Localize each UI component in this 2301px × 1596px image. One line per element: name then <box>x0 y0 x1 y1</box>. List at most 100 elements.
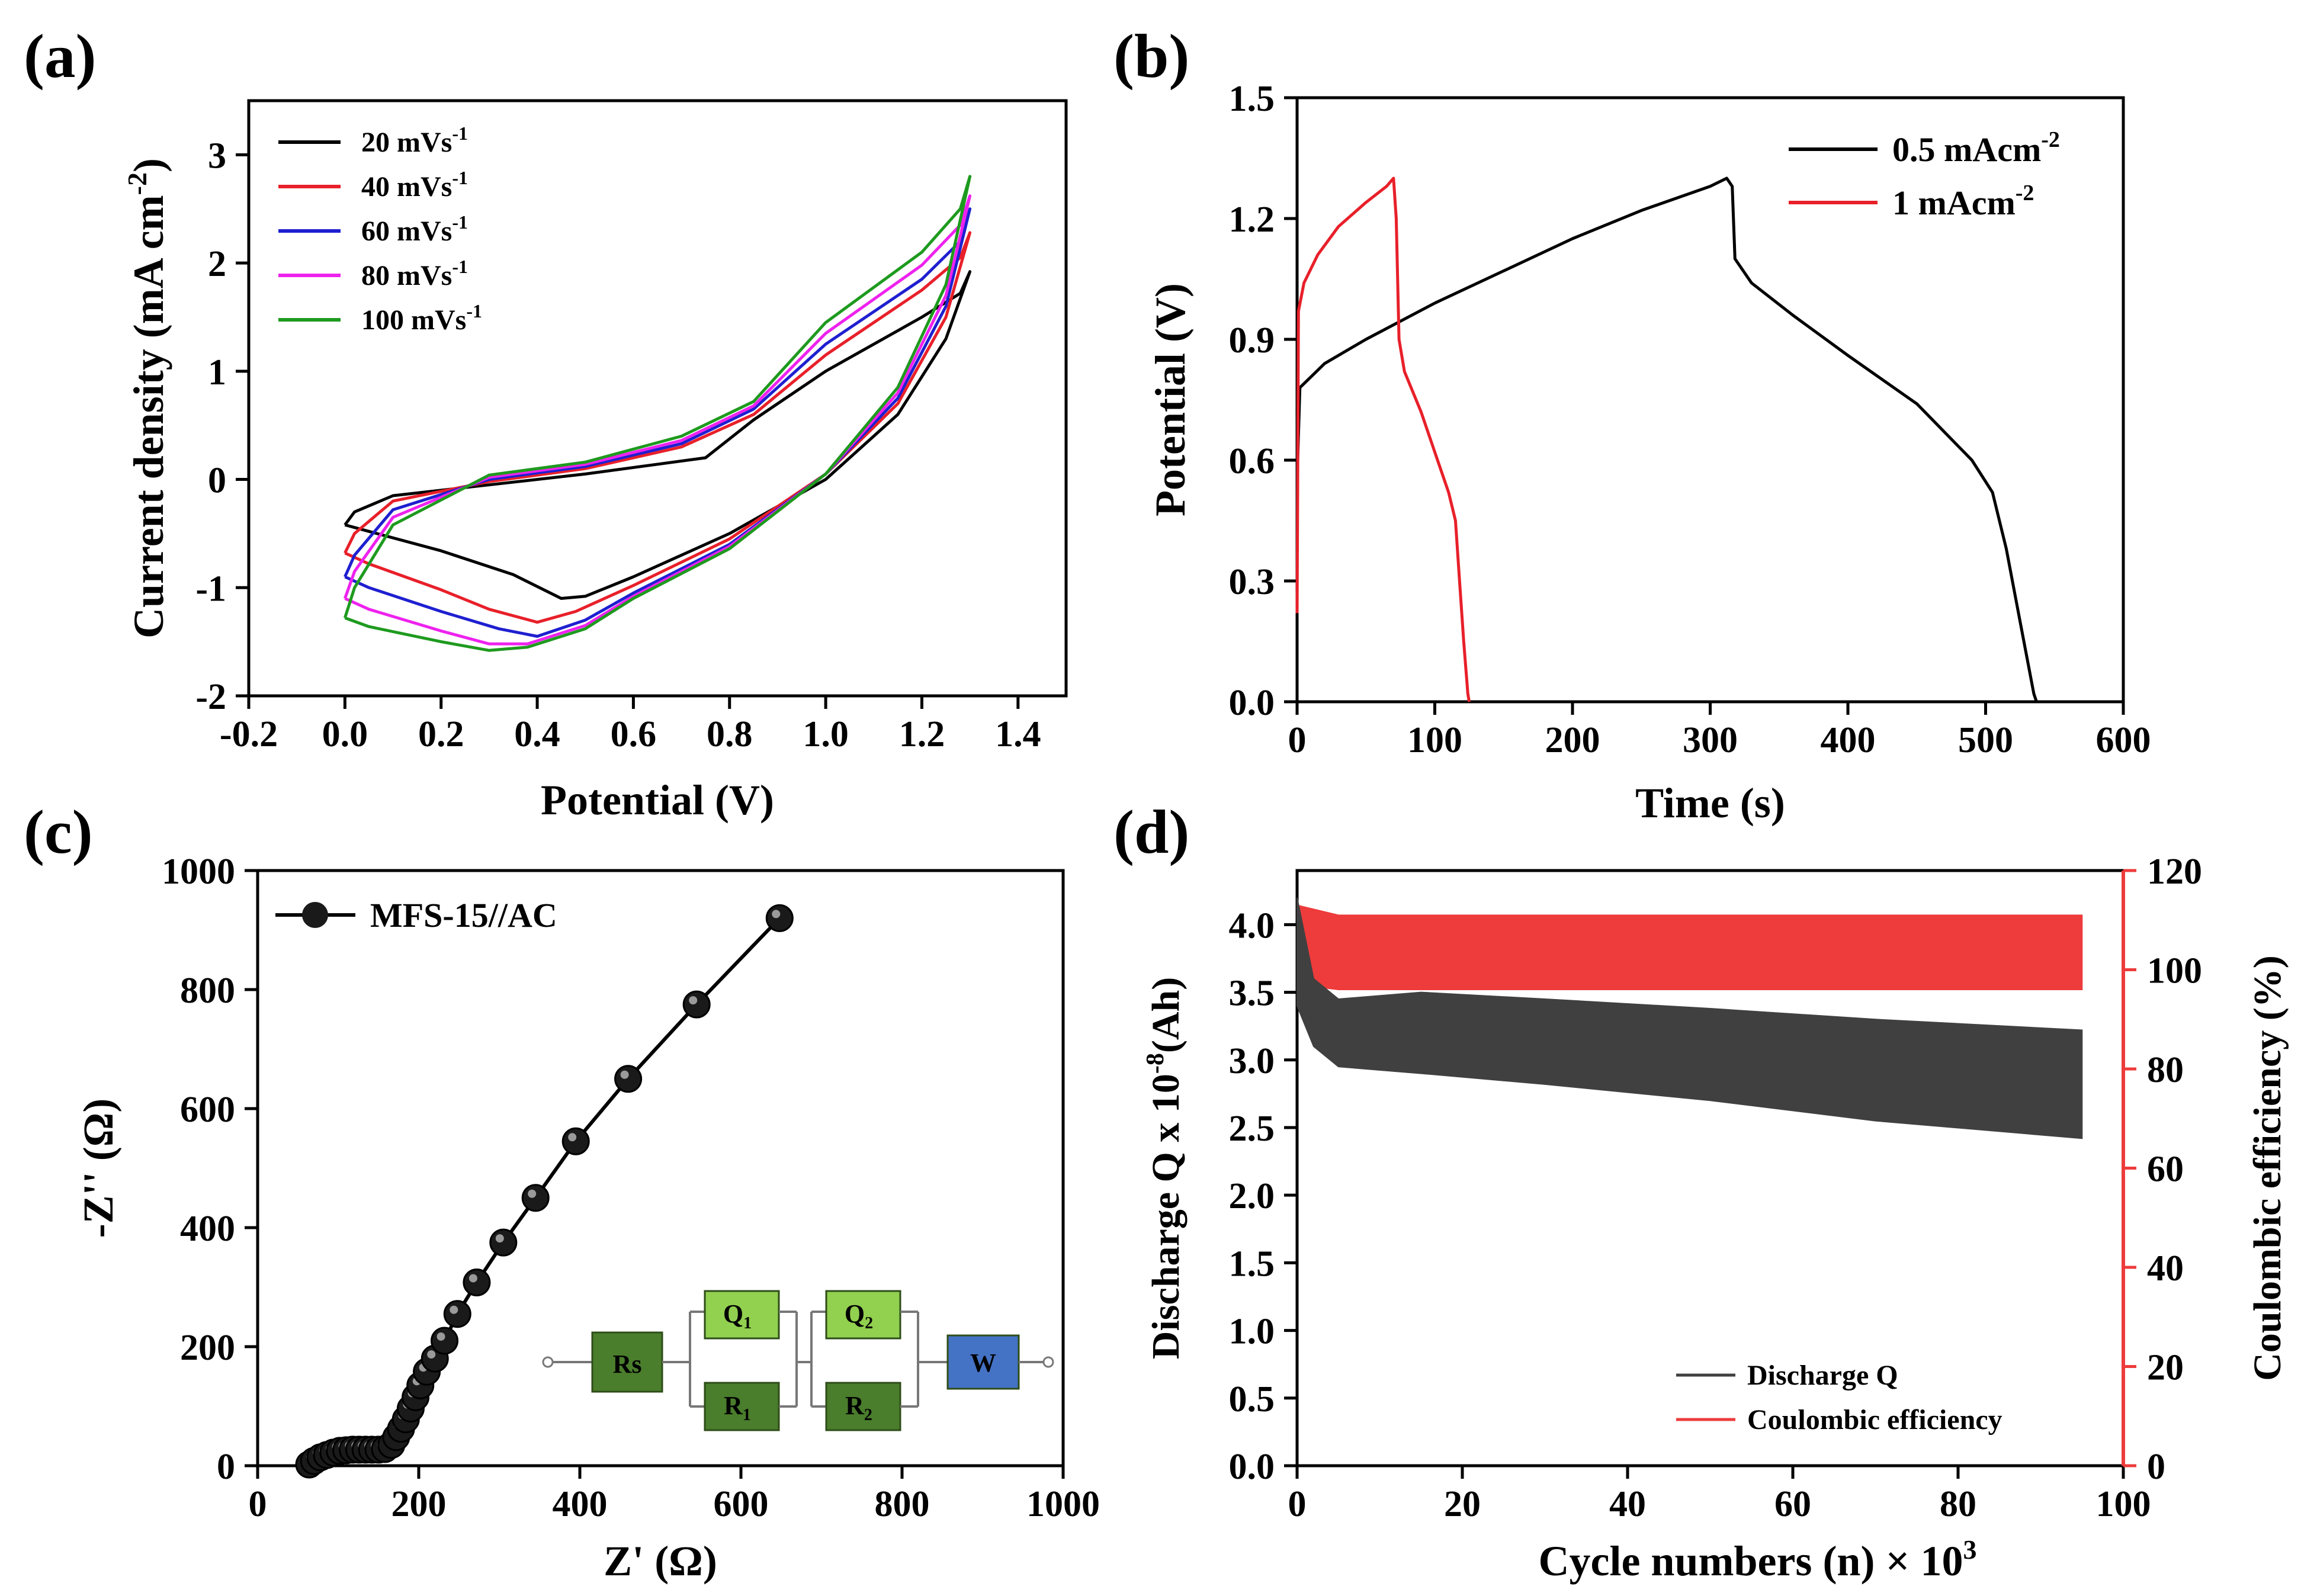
y-tick-label: 600 <box>180 1090 235 1130</box>
cv-curve <box>344 231 972 624</box>
panel-b: (b) 0 100 200 300 400 500 600 0.0 0.3 0.6 0.9 1.2 1.5… <box>1113 21 2151 827</box>
y-tick-label: 800 <box>180 971 235 1011</box>
y-tick-label: 200 <box>180 1328 235 1368</box>
y-right-tick-label: 20 <box>2147 1348 2184 1388</box>
nyquist-point <box>431 1327 459 1355</box>
nyquist-point <box>561 1127 590 1155</box>
circuit-label: R1 <box>724 1391 751 1424</box>
circuit-label: Rs <box>613 1350 642 1379</box>
x-tick-label: 20 <box>1444 1484 1481 1524</box>
x-tick-label: 40 <box>1609 1484 1646 1524</box>
nyquist-point-highlight <box>450 1305 458 1314</box>
y-tick-label: 1.5 <box>1229 1244 1275 1284</box>
y-tick-label: 0.3 <box>1229 562 1275 602</box>
legend-label: 80 mVs-1 <box>361 256 468 291</box>
panel-d: (d) 0 20 40 60 80 100 0.0 0.5 1.0 1.5 2.0 2.5 3.0 3.5 4… <box>1113 797 2289 1585</box>
legend-label: 100 mVs-1 <box>361 300 482 336</box>
y-axis-label: -Z'' (Ω) <box>75 1099 122 1238</box>
nyquist-point-highlight <box>568 1133 577 1142</box>
x-tick-label: 1000 <box>1026 1484 1100 1524</box>
panel-a: (a) -0.2 0.0 0.2 0.4 0.6 0.8 1.0 1.2 1.4 -2 -1 0 1 2 3 2… <box>24 21 1068 824</box>
x-axis-label: Potential (V) <box>541 776 774 824</box>
y-tick-label: 1 <box>208 352 226 393</box>
x-tick-label: -0.2 <box>220 714 278 754</box>
y-tick-label: 2.0 <box>1229 1176 1275 1216</box>
y-tick-label: 1.5 <box>1229 79 1275 119</box>
nyquist-point-highlight <box>427 1350 436 1359</box>
panel-c: (c) 0 200 400 600 800 1000 0 200 400 600 800 1000 MFS… <box>24 797 1100 1585</box>
nyquist-point-highlight <box>437 1332 445 1341</box>
x-axis-label: Z' (Ω) <box>604 1537 717 1585</box>
plot-frame <box>256 869 1065 1467</box>
cv-curve <box>344 175 972 652</box>
x-axis-label: Time (s) <box>1635 779 1785 827</box>
y-tick-label: 0.0 <box>1229 683 1275 723</box>
circuit-terminal <box>542 1356 554 1368</box>
x-tick-label: 1.4 <box>995 714 1041 754</box>
circuit-label: Q2 <box>845 1299 873 1332</box>
x-tick-label: 100 <box>2096 1484 2151 1524</box>
y-right-tick-label: 120 <box>2147 852 2202 892</box>
legend-label: MFS-15//AC <box>370 896 557 935</box>
nyquist-point-highlight <box>528 1189 537 1198</box>
panel-label: (b) <box>1113 21 1189 91</box>
x-tick-label: 0.6 <box>611 714 657 754</box>
y-tick-label: 1.2 <box>1229 200 1275 240</box>
y-tick-label: 3.0 <box>1229 1041 1275 1081</box>
x-tick-label: 0 <box>249 1484 267 1524</box>
y-tick-label: 400 <box>180 1209 235 1249</box>
x-tick-label: 200 <box>1545 720 1600 760</box>
x-tick-label: 300 <box>1683 720 1738 760</box>
plot-frame <box>247 99 1068 698</box>
x-tick-label: 80 <box>1940 1484 1976 1524</box>
nyquist-point <box>443 1300 471 1328</box>
y-right-tick-label: 60 <box>2147 1149 2184 1190</box>
nyquist-point <box>765 904 794 932</box>
y-tick-label: 3.5 <box>1229 974 1275 1014</box>
circuit-q1 <box>704 1290 780 1340</box>
x-tick-label: 0.8 <box>707 714 753 754</box>
x-tick-label: 500 <box>1958 720 2013 760</box>
x-tick-label: 400 <box>1821 720 1876 760</box>
circuit-q2 <box>825 1290 901 1340</box>
y-tick-label: 0.9 <box>1229 320 1275 361</box>
nyquist-point <box>521 1184 550 1212</box>
y-axis-label-right: Coulombic efficiency (%) <box>2246 955 2289 1381</box>
cv-curve <box>344 270 972 600</box>
legend-label: Discharge Q <box>1747 1360 1898 1391</box>
y-tick-label: 0 <box>217 1447 235 1487</box>
x-tick-label: 0.0 <box>322 714 368 754</box>
y-tick-label: 3 <box>208 136 226 176</box>
panel-label: (d) <box>1113 797 1189 866</box>
x-tick-label: 200 <box>391 1484 447 1524</box>
gcd-curve <box>1295 176 1471 702</box>
y-right-tick-label: 0 <box>2147 1447 2165 1487</box>
x-tick-label: 0.2 <box>418 714 464 754</box>
x-tick-label: 600 <box>2096 720 2151 760</box>
x-tick-label: 600 <box>714 1484 769 1524</box>
y-tick-label: 1000 <box>162 852 235 892</box>
circuit-label: R2 <box>845 1391 872 1424</box>
band-area <box>1296 897 2083 1139</box>
nyquist-point-highlight <box>772 910 781 919</box>
equivalent-circuit: Rs Q1 R1 Q2 R2 W <box>542 1290 1054 1431</box>
x-tick-label: 400 <box>553 1484 608 1524</box>
y-axis-label: Current density (mA cm-2) <box>122 158 172 638</box>
circuit-label: W <box>970 1348 996 1377</box>
cv-curve <box>344 194 972 646</box>
x-tick-label: 1.2 <box>899 714 945 754</box>
circuit-terminal <box>1042 1356 1054 1368</box>
y-right-tick-label: 40 <box>2147 1248 2184 1289</box>
y-tick-label: 2.5 <box>1229 1109 1275 1149</box>
legend-label: 40 mVs-1 <box>361 167 468 203</box>
x-tick-label: 1.0 <box>803 714 849 754</box>
x-tick-label: 60 <box>1774 1484 1811 1524</box>
circuit-label: Q1 <box>723 1299 752 1332</box>
x-axis-label: Cycle numbers (n) × 103 <box>1539 1534 1977 1585</box>
legend-label: Coulombic efficiency <box>1747 1404 2002 1436</box>
nyquist-point-highlight <box>495 1234 504 1243</box>
nyquist-point <box>489 1228 518 1257</box>
nyquist-point <box>682 990 711 1019</box>
nyquist-point <box>614 1065 643 1093</box>
